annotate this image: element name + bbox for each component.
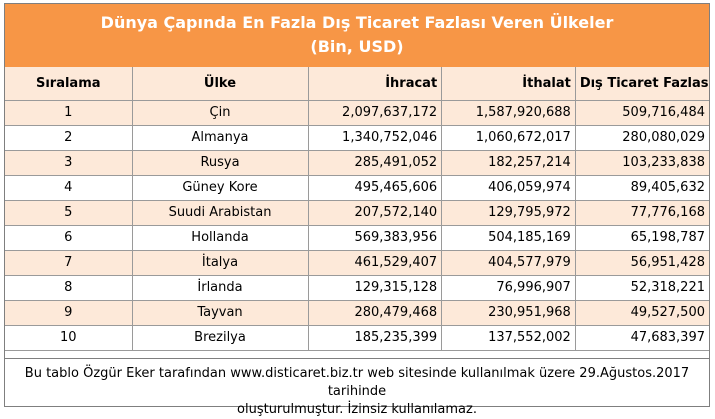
cell-rank: 10 [5,325,133,351]
cell-surplus: 49,527,500 [575,300,709,326]
trade-surplus-table-frame: Dünya Çapında En Fazla Dış Ticaret Fazla… [4,3,710,417]
cell-surplus: 103,233,838 [575,150,709,176]
cell-import: 137,552,002 [441,325,576,351]
footer-note-line2: oluşturulmuştur. İzinsiz kullanılamaz. [237,402,477,417]
table-row: 4 Güney Kore 495,465,606 406,059,974 89,… [5,175,709,201]
cell-import: 230,951,968 [441,300,576,326]
cell-import: 404,577,979 [441,250,576,276]
cell-country: Rusya [132,150,309,176]
table-row: 9 Tayvan 280,479,468 230,951,968 49,527,… [5,300,709,326]
cell-export: 1,340,752,046 [308,125,443,151]
cell-rank: 3 [5,150,133,176]
cell-surplus: 65,198,787 [575,225,709,251]
cell-export: 185,235,399 [308,325,443,351]
table-row: 7 İtalya 461,529,407 404,577,979 56,951,… [5,250,709,276]
cell-country: Suudi Arabistan [132,200,309,226]
table-header-row: Sıralama Ülke İhracat İthalat Dış Ticare… [5,67,709,101]
cell-import: 182,257,214 [441,150,576,176]
cell-export: 461,529,407 [308,250,443,276]
table-row: 6 Hollanda 569,383,956 504,185,169 65,19… [5,225,709,251]
header-import: İthalat [441,67,576,101]
cell-rank: 1 [5,100,133,126]
trade-surplus-table: Sıralama Ülke İhracat İthalat Dış Ticare… [5,67,709,351]
cell-country: Brezilya [132,325,309,351]
table-row: 1 Çin 2,097,637,172 1,587,920,688 509,71… [5,100,709,126]
cell-export: 569,383,956 [308,225,443,251]
table-footer-note: Bu tablo Özgür Eker tarafından www.disti… [5,358,709,417]
table-row: 3 Rusya 285,491,052 182,257,214 103,233,… [5,150,709,176]
cell-rank: 6 [5,225,133,251]
table-title-line1: Dünya Çapında En Fazla Dış Ticaret Fazla… [100,13,614,32]
cell-rank: 7 [5,250,133,276]
cell-import: 504,185,169 [441,225,576,251]
cell-country: İtalya [132,250,309,276]
cell-country: İrlanda [132,275,309,301]
header-export: İhracat [308,67,443,101]
cell-country: Hollanda [132,225,309,251]
cell-country: Çin [132,100,309,126]
cell-surplus: 77,776,168 [575,200,709,226]
table-title-unit: (Bin, USD) [310,37,404,56]
cell-import: 1,060,672,017 [441,125,576,151]
table-row: 5 Suudi Arabistan 207,572,140 129,795,97… [5,200,709,226]
cell-import: 1,587,920,688 [441,100,576,126]
cell-country: Almanya [132,125,309,151]
cell-rank: 5 [5,200,133,226]
table-row: 2 Almanya 1,340,752,046 1,060,672,017 28… [5,125,709,151]
cell-rank: 4 [5,175,133,201]
cell-country: Tayvan [132,300,309,326]
cell-rank: 8 [5,275,133,301]
cell-import: 76,996,907 [441,275,576,301]
cell-export: 280,479,468 [308,300,443,326]
cell-export: 285,491,052 [308,150,443,176]
table-row: 10 Brezilya 185,235,399 137,552,002 47,6… [5,325,709,351]
cell-country: Güney Kore [132,175,309,201]
cell-import: 129,795,972 [441,200,576,226]
cell-surplus: 509,716,484 [575,100,709,126]
header-surplus: Dış Ticaret Fazlası [575,67,709,101]
cell-export: 495,465,606 [308,175,443,201]
cell-surplus: 47,683,397 [575,325,709,351]
header-country: Ülke [132,67,309,101]
table-title: Dünya Çapında En Fazla Dış Ticaret Fazla… [5,4,709,68]
cell-export: 207,572,140 [308,200,443,226]
cell-import: 406,059,974 [441,175,576,201]
table-row: 8 İrlanda 129,315,128 76,996,907 52,318,… [5,275,709,301]
cell-surplus: 280,080,029 [575,125,709,151]
cell-surplus: 56,951,428 [575,250,709,276]
cell-surplus: 89,405,632 [575,175,709,201]
footer-note-line1: Bu tablo Özgür Eker tarafından www.disti… [24,366,690,399]
cell-surplus: 52,318,221 [575,275,709,301]
cell-rank: 9 [5,300,133,326]
header-rank: Sıralama [5,67,133,101]
cell-rank: 2 [5,125,133,151]
cell-export: 2,097,637,172 [308,100,443,126]
cell-export: 129,315,128 [308,275,443,301]
